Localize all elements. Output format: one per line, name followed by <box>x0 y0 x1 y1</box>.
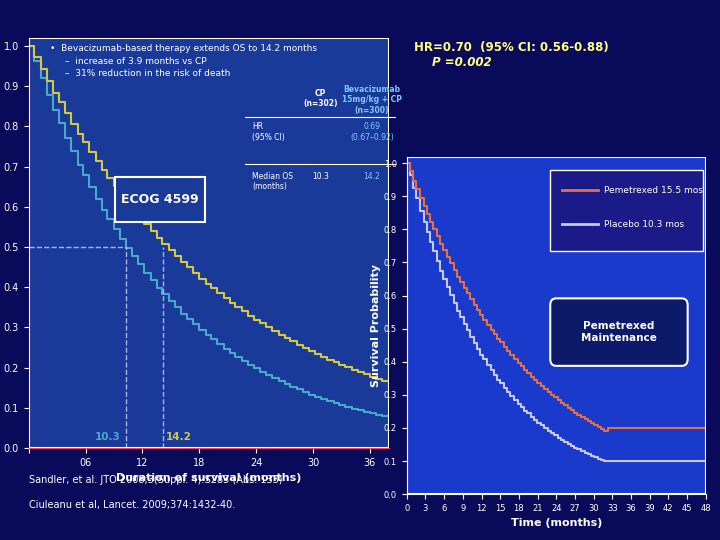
Text: ECOG 4599: ECOG 4599 <box>122 193 199 206</box>
Text: 14.2: 14.2 <box>364 172 380 181</box>
Text: 10.3: 10.3 <box>312 172 329 181</box>
Text: –  31% reduction in the risk of death: – 31% reduction in the risk of death <box>65 69 230 78</box>
Text: Ciuleanu et al, Lancet. 2009;374:1432-40.: Ciuleanu et al, Lancet. 2009;374:1432-40… <box>29 500 235 510</box>
Text: •  Bevacizumab-based therapy extends OS to 14.2 months: • Bevacizumab-based therapy extends OS t… <box>50 44 318 53</box>
Text: Median OS
(months): Median OS (months) <box>253 172 293 191</box>
Text: P =0.002: P =0.002 <box>432 56 492 69</box>
Text: 0.69
(0.67–0.92): 0.69 (0.67–0.92) <box>350 123 394 142</box>
Text: Sandler, et al. JTO 2008;3(Suppl. 4):S283 (Abs. 133): Sandler, et al. JTO 2008;3(Suppl. 4):S28… <box>29 475 282 485</box>
Text: Pemetrexed
Maintenance: Pemetrexed Maintenance <box>581 321 657 343</box>
Y-axis label: OS estimate: OS estimate <box>0 205 1 281</box>
Text: 14.2: 14.2 <box>166 432 192 442</box>
Text: Pemetrexed 15.5 mos: Pemetrexed 15.5 mos <box>604 186 703 195</box>
X-axis label: Duration of survival (months): Duration of survival (months) <box>116 474 302 483</box>
FancyBboxPatch shape <box>550 298 688 366</box>
Text: CP
(n=302): CP (n=302) <box>303 89 338 108</box>
FancyBboxPatch shape <box>550 170 703 251</box>
Text: Placebo 10.3 mos: Placebo 10.3 mos <box>604 220 684 228</box>
Text: 10.3: 10.3 <box>95 432 121 442</box>
Y-axis label: Survival Probability: Survival Probability <box>371 264 381 387</box>
Text: HR=0.70  (95% CI: 0.56-0.88): HR=0.70 (95% CI: 0.56-0.88) <box>414 41 608 55</box>
Text: –  increase of 3.9 months vs CP: – increase of 3.9 months vs CP <box>65 57 207 66</box>
X-axis label: Time (months): Time (months) <box>510 518 602 528</box>
FancyBboxPatch shape <box>115 177 205 222</box>
Text: Bevacizumab
15mg/kg + CP
(n=300): Bevacizumab 15mg/kg + CP (n=300) <box>342 85 402 114</box>
Text: HR
(95% CI): HR (95% CI) <box>253 123 285 142</box>
